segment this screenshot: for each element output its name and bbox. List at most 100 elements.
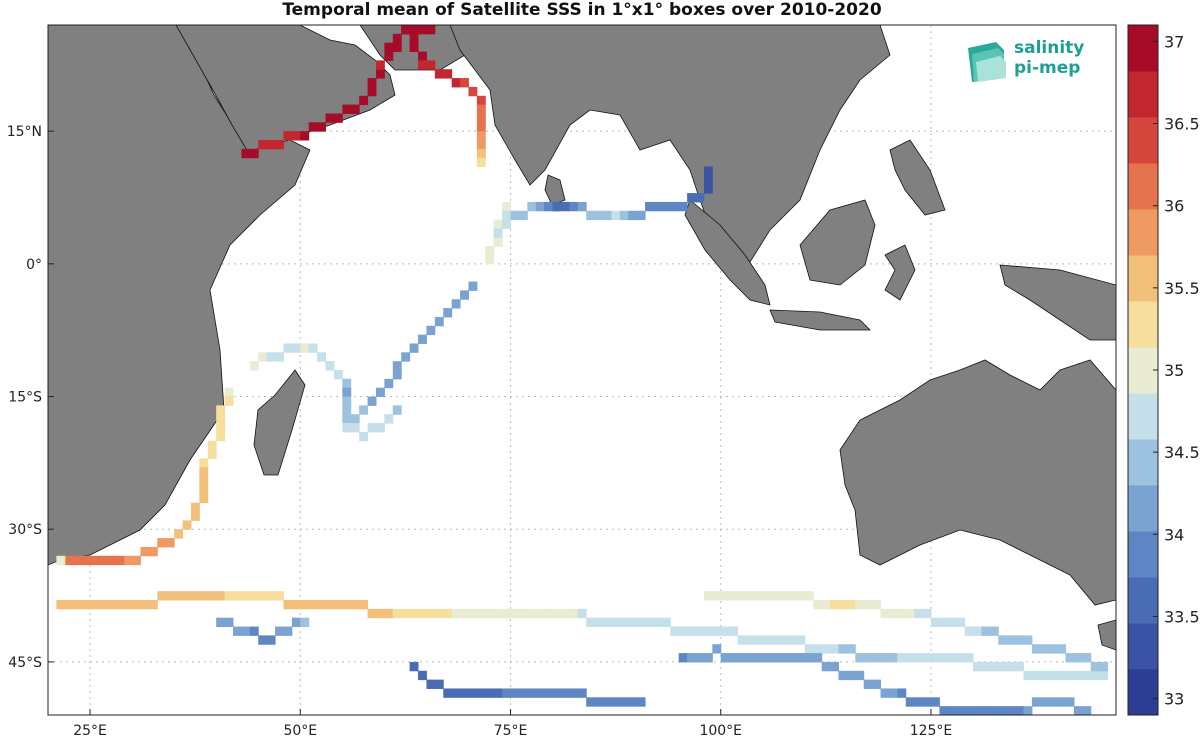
sss-cell — [611, 617, 621, 628]
sss-cell — [973, 661, 982, 672]
sss-cell — [123, 600, 133, 610]
sss-cell — [653, 201, 663, 212]
sss-cell — [947, 706, 957, 715]
sss-cell — [384, 378, 394, 389]
sss-cell — [350, 104, 360, 114]
sss-cell — [779, 653, 789, 663]
sss-cell — [502, 201, 512, 212]
sss-cell — [384, 608, 394, 619]
colorbar-segment — [1128, 623, 1158, 670]
sss-cell — [619, 210, 629, 221]
sss-cell — [973, 706, 982, 715]
sss-cell — [737, 653, 747, 663]
sss-cell — [106, 600, 116, 610]
sss-cell — [956, 706, 966, 715]
latitude-tick-labels: 15°N 0° 15°S 30°S 45°S — [7, 124, 54, 671]
sss-cell — [249, 626, 259, 636]
sss-cell — [1090, 670, 1100, 681]
colorbar: 33 33.5 34 34.5 35 35.5 36 36.5 37 — [1127, 24, 1200, 716]
sss-cell — [1099, 670, 1109, 681]
logo-line-pi-mep: pi-mep — [1014, 58, 1081, 78]
sss-cell — [905, 653, 915, 663]
colorbar-segment — [1128, 531, 1158, 578]
sss-cell — [914, 697, 924, 707]
sss-cell — [956, 653, 966, 663]
sss-cell — [216, 617, 226, 628]
sss-cell — [1006, 706, 1016, 715]
sss-cell — [552, 201, 562, 212]
sss-cell — [544, 688, 554, 698]
sss-cell — [190, 511, 200, 521]
colorbar-tick-label: 35 — [1164, 361, 1184, 380]
sss-cell — [670, 201, 680, 212]
sss-cell — [434, 69, 444, 79]
sss-cell — [384, 414, 394, 424]
sss-cell — [678, 653, 688, 663]
sss-cell — [989, 661, 999, 672]
sss-cell — [510, 210, 520, 221]
sss-cell — [216, 405, 226, 415]
sss-cell — [838, 644, 848, 654]
sss-cell — [754, 653, 764, 663]
sss-cell — [1015, 661, 1024, 672]
india-land — [449, 25, 891, 271]
philippines-land — [889, 139, 946, 216]
sss-cell — [1082, 653, 1092, 663]
sss-cell — [392, 42, 402, 53]
sss-cell — [216, 423, 226, 433]
sss-cell — [476, 148, 486, 159]
sss-cell — [434, 679, 444, 689]
sss-cell — [317, 600, 327, 610]
sss-cell — [838, 600, 848, 610]
sss-cell — [569, 688, 579, 698]
sss-cell — [989, 626, 999, 636]
sss-cell — [409, 608, 419, 619]
sss-cell — [443, 608, 453, 619]
sss-cell — [678, 201, 688, 212]
sss-cell — [695, 653, 705, 663]
sss-cell — [855, 670, 865, 681]
sss-cell — [317, 122, 327, 132]
sss-cell — [502, 210, 512, 221]
sss-cell — [384, 42, 394, 53]
sss-cell — [123, 555, 133, 566]
sss-cell — [342, 423, 352, 433]
sss-cell — [914, 608, 924, 619]
sss-cell — [207, 449, 217, 459]
sss-cell — [560, 201, 570, 212]
sss-cell — [325, 113, 335, 123]
sss-cell — [560, 608, 570, 619]
sss-cell — [1065, 697, 1075, 707]
sss-cell — [1065, 653, 1075, 663]
sss-cell — [703, 166, 713, 176]
sss-cell — [451, 688, 461, 698]
tasmania-land — [1097, 619, 1116, 651]
sss-cell — [342, 600, 352, 610]
colorbar-tick-label: 35.5 — [1164, 279, 1200, 298]
sss-cell — [350, 423, 360, 433]
colorbar-segment — [1128, 25, 1158, 72]
sss-cell — [367, 396, 377, 406]
sss-cell — [577, 688, 587, 698]
sss-cell — [275, 352, 284, 362]
sss-cell — [502, 219, 512, 229]
sss-cell — [1073, 706, 1083, 715]
sss-cell — [527, 201, 537, 212]
sss-cell — [216, 414, 226, 424]
sss-cell — [712, 644, 722, 654]
sss-cell — [367, 608, 377, 619]
sss-cell — [493, 237, 503, 247]
colorbar-tick-label: 37 — [1164, 32, 1184, 51]
sss-cell — [981, 626, 991, 636]
sss-cell — [628, 697, 638, 707]
sss-cell — [291, 343, 301, 353]
sss-cell — [384, 51, 394, 61]
sss-cell — [426, 60, 436, 70]
sss-cell — [98, 600, 108, 610]
sss-cell — [308, 343, 318, 353]
sss-cell — [199, 476, 209, 486]
sss-cell — [275, 140, 284, 150]
sss-cell — [174, 529, 184, 539]
sss-cell — [317, 352, 327, 362]
sss-cell — [359, 431, 369, 442]
